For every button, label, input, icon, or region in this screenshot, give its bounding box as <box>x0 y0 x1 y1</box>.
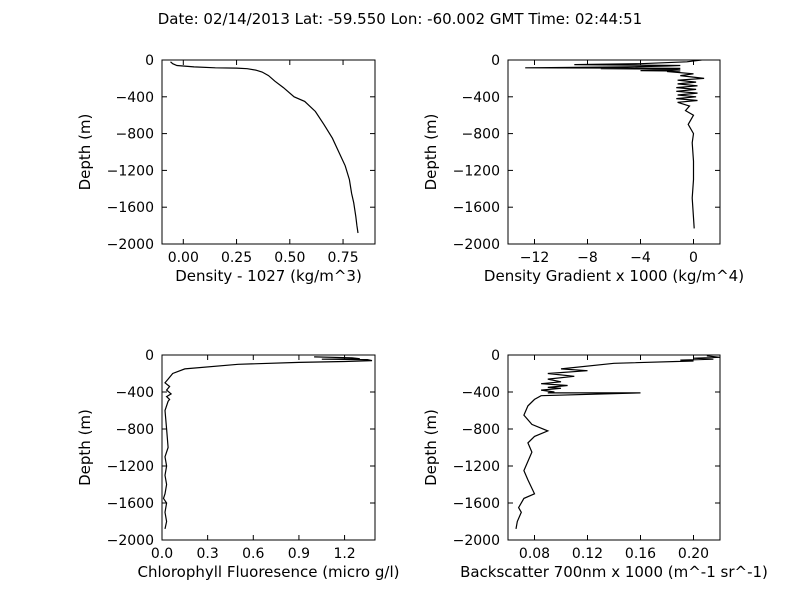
y-tick-label: 0 <box>145 348 154 364</box>
x-tick-label: 0.16 <box>625 546 656 562</box>
y-tick-label: −1200 <box>107 459 154 475</box>
y-tick-label: −2000 <box>107 533 154 549</box>
x-tick-label: −4 <box>630 250 651 266</box>
x-tick-label: 0.00 <box>168 250 199 266</box>
y-tick-label: −1200 <box>453 163 500 179</box>
y-tick-label: −1200 <box>453 459 500 475</box>
x-tick-label: 1.2 <box>333 546 355 562</box>
x-axis-label: Density Gradient x 1000 (kg/m^4) <box>484 267 744 285</box>
figure-title: Date: 02/14/2013 Lat: -59.550 Lon: -60.0… <box>158 10 642 28</box>
y-axis-label: Depth (m) <box>76 409 94 486</box>
y-tick-label: −400 <box>462 90 500 106</box>
x-tick-label: 0.20 <box>678 546 709 562</box>
chart-panel-3: 0.0 0.3 0.6 0.9 1.2 0 −400 −800 −1200 −1600 −2000 C… <box>76 348 399 581</box>
plot-frame <box>161 59 376 245</box>
y-axis-label: Depth (m) <box>422 409 440 486</box>
y-tick-label: −800 <box>462 127 500 143</box>
y-tick-label: −2000 <box>453 533 500 549</box>
y-tick-label: 0 <box>145 53 154 69</box>
y-tick-label: 0 <box>491 348 500 364</box>
y-tick-label: −1600 <box>107 496 154 512</box>
y-tick-label: −800 <box>462 422 500 438</box>
y-axis-label: Depth (m) <box>422 114 440 191</box>
x-tick-label: 0.6 <box>242 546 264 562</box>
x-tick-label: 0.12 <box>572 546 603 562</box>
y-axis-label: Depth (m) <box>76 114 94 191</box>
y-tick-label: −1200 <box>107 163 154 179</box>
plot-frame <box>507 59 721 245</box>
y-tick-label: −2000 <box>453 237 500 253</box>
x-tick-label: 0.50 <box>274 250 305 266</box>
y-tick-label: −800 <box>116 422 154 438</box>
profile-line <box>170 61 359 234</box>
y-tick-label: −400 <box>116 385 154 401</box>
x-tick-label: −8 <box>577 250 598 266</box>
x-tick-label: 0.9 <box>288 546 310 562</box>
x-axis-label: Chlorophyll Fluoresence (micro g/l) <box>138 563 400 581</box>
plot-frame <box>161 354 376 541</box>
x-tick-label: 0.3 <box>197 546 219 562</box>
x-tick-label: 0.25 <box>221 250 252 266</box>
x-tick-label: 0.0 <box>151 546 173 562</box>
y-tick-label: −1600 <box>107 200 154 216</box>
profile-line <box>525 60 705 229</box>
plot-frame <box>507 354 721 541</box>
y-tick-label: −1600 <box>453 200 500 216</box>
y-tick-label: −2000 <box>107 237 154 253</box>
chart-panel-4: 0.08 0.12 0.16 0.20 0 −400 −800 −1200 −1600 −2000… <box>422 348 768 581</box>
x-tick-label: 0.08 <box>519 546 550 562</box>
y-tick-label: −800 <box>116 127 154 143</box>
y-tick-label: 0 <box>491 53 500 69</box>
profile-line <box>162 356 373 530</box>
y-tick-label: −1600 <box>453 496 500 512</box>
profile-line <box>515 355 720 530</box>
y-tick-label: −400 <box>462 385 500 401</box>
x-tick-label: 0.75 <box>327 250 358 266</box>
x-axis-label: Backscatter 700nm x 1000 (m^-1 sr^-1) <box>460 563 768 581</box>
x-tick-label: −12 <box>520 250 550 266</box>
y-tick-label: −400 <box>116 90 154 106</box>
x-tick-label: 0 <box>689 250 698 266</box>
chart-panel-1: 0.00 0.25 0.50 0.75 0 −400 −800 −1200 −1600 −2000… <box>76 53 376 285</box>
chart-panel-2: −12 −8 −4 00−400−800−1200−1600−2000Density … <box>422 53 744 285</box>
x-axis-label: Density - 1027 (kg/m^3) <box>175 267 362 285</box>
